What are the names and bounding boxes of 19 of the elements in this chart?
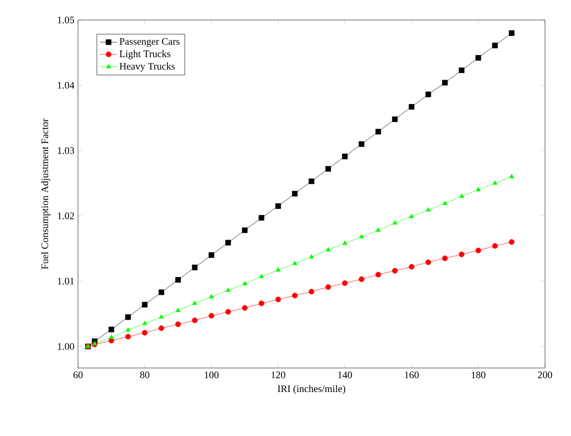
x-tick-label: 200: [538, 372, 552, 378]
y-tick-label: 1.02: [58, 212, 74, 220]
y-tick-label: 1.05: [58, 16, 74, 24]
x-axis-title: IRI (inches/mile): [278, 385, 346, 394]
x-tick-label: 160: [404, 372, 419, 378]
y-tick-label: 1.03: [58, 147, 74, 154]
legend-label: Passenger Cars: [120, 38, 180, 47]
y-tick-label: 1.04: [58, 82, 74, 89]
legend-label: Light Trucks: [120, 50, 170, 60]
y-axis-title: Fuel Consumption Adjustment Factor: [41, 118, 50, 270]
x-tick-label: 180: [472, 372, 486, 378]
x-tick-label: 80: [140, 372, 150, 378]
y-tick-label: 1.00: [58, 343, 74, 350]
x-tick-label: 60: [73, 372, 83, 378]
y-tick-label: 1.01: [58, 278, 74, 285]
x-tick-label: 140: [338, 372, 352, 378]
legend-label: Heavy Trucks: [120, 62, 175, 72]
x-tick-label: 100: [204, 372, 219, 378]
x-tick-label: 120: [272, 372, 286, 378]
